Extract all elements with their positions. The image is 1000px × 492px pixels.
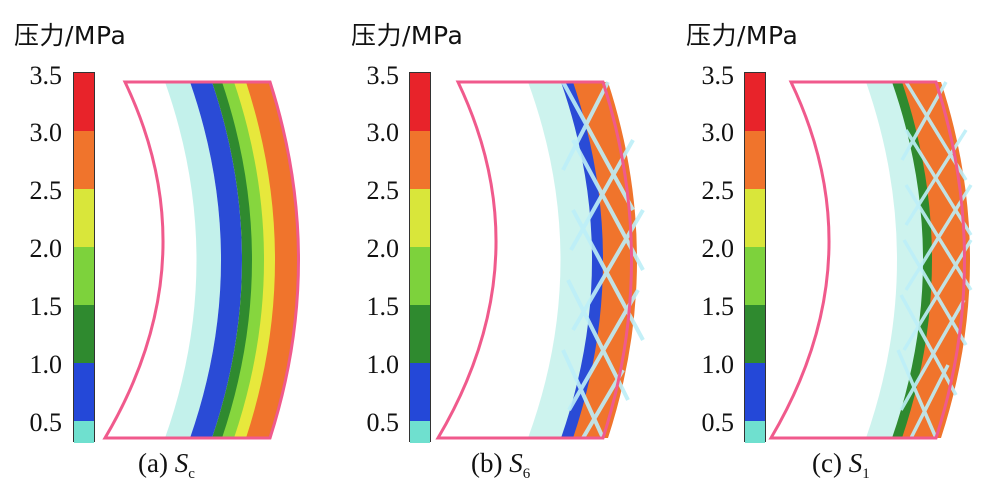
unit-label: 压力/MPa bbox=[686, 21, 799, 50]
tick-1-0: 1.0 bbox=[366, 350, 400, 379]
caption-c: (c) S1 bbox=[812, 448, 870, 482]
tick-2-0: 2.0 bbox=[366, 234, 400, 263]
unit-label: 压力/MPa bbox=[351, 21, 464, 50]
tick-2-5: 2.5 bbox=[366, 176, 400, 205]
tick-2-0: 2.0 bbox=[701, 234, 735, 263]
tick-3-0: 3.0 bbox=[701, 118, 735, 147]
tick-3-5: 3.5 bbox=[366, 61, 400, 90]
tick-0-5: 0.5 bbox=[29, 408, 63, 437]
caption-a: (a) Sc bbox=[138, 448, 195, 482]
panel-c: 压力/MPa 3.5 3.0 2.5 2.0 1.5 1.0 0.5 (c) S… bbox=[666, 0, 999, 492]
panel-b: 压力/MPa 3.5 3.0 2.5 2.0 1.5 1.0 0.5 (b) S… bbox=[333, 0, 666, 492]
unit-label: 压力/MPa bbox=[14, 21, 127, 50]
tick-3-0: 3.0 bbox=[29, 118, 63, 147]
tick-1-5: 1.5 bbox=[701, 292, 735, 321]
tick-3-5: 3.5 bbox=[701, 61, 735, 90]
panel-a: 压力/MPa 3.5 3.0 2.5 2.0 1.5 1.0 0.5 (a) S… bbox=[0, 0, 333, 492]
tick-2-5: 2.5 bbox=[701, 176, 735, 205]
pressure-field-a bbox=[102, 80, 300, 440]
colorbar bbox=[73, 72, 95, 443]
tick-0-5: 0.5 bbox=[366, 408, 400, 437]
tick-3-5: 3.5 bbox=[29, 61, 63, 90]
tick-2-5: 2.5 bbox=[29, 176, 63, 205]
pressure-field-b bbox=[435, 80, 645, 440]
pressure-field-c bbox=[768, 80, 973, 440]
tick-1-5: 1.5 bbox=[366, 292, 400, 321]
tick-0-5: 0.5 bbox=[701, 408, 735, 437]
colorbar bbox=[744, 72, 766, 443]
tick-2-0: 2.0 bbox=[29, 234, 63, 263]
tick-1-5: 1.5 bbox=[29, 292, 63, 321]
tick-3-0: 3.0 bbox=[366, 118, 400, 147]
caption-b: (b) S6 bbox=[471, 448, 531, 482]
tick-1-0: 1.0 bbox=[29, 350, 63, 379]
colorbar bbox=[409, 72, 431, 443]
tick-1-0: 1.0 bbox=[701, 350, 735, 379]
